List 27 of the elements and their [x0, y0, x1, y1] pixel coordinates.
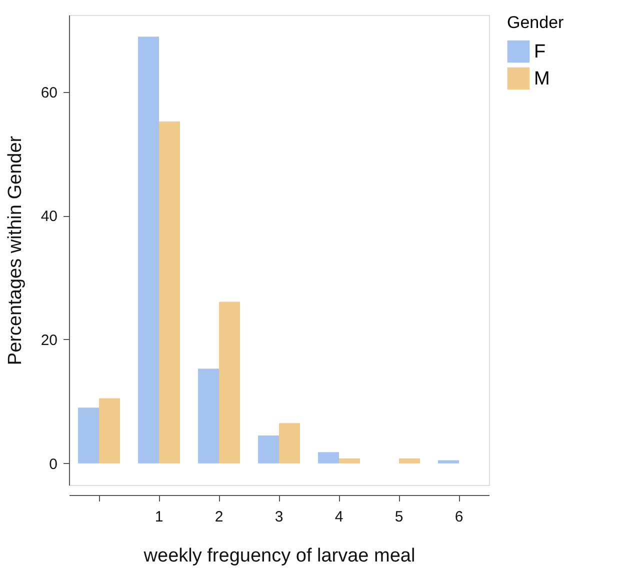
legend-title: Gender [507, 13, 564, 32]
legend-label: M [534, 68, 550, 90]
bar [159, 122, 180, 464]
bar [138, 36, 159, 464]
x-tick-label: 3 [274, 508, 284, 526]
x-tick-label: 4 [334, 508, 344, 526]
x-tick-label: 5 [394, 508, 404, 526]
legend-label: F [534, 42, 546, 62]
x-tick-label: 2 [214, 508, 224, 526]
bar [339, 458, 360, 464]
bar [78, 408, 99, 464]
x-tick-label: 1 [154, 508, 164, 526]
y-tick-label: 60 [40, 84, 58, 102]
y-tick-label: 20 [40, 332, 58, 349]
bar [318, 452, 339, 464]
y-axis-title: Percentages within Gender [4, 135, 26, 366]
bar [258, 435, 279, 464]
bar [219, 302, 240, 464]
y-tick-label: 40 [40, 208, 58, 226]
bar [99, 398, 120, 464]
x-tick-label: 6 [454, 508, 464, 526]
bar [279, 423, 300, 464]
bar [438, 460, 459, 464]
bar [198, 368, 219, 464]
bar [399, 458, 420, 464]
x-axis-title: weekly freguency of larvae meal [142, 546, 416, 566]
y-tick-label: 0 [49, 456, 58, 473]
